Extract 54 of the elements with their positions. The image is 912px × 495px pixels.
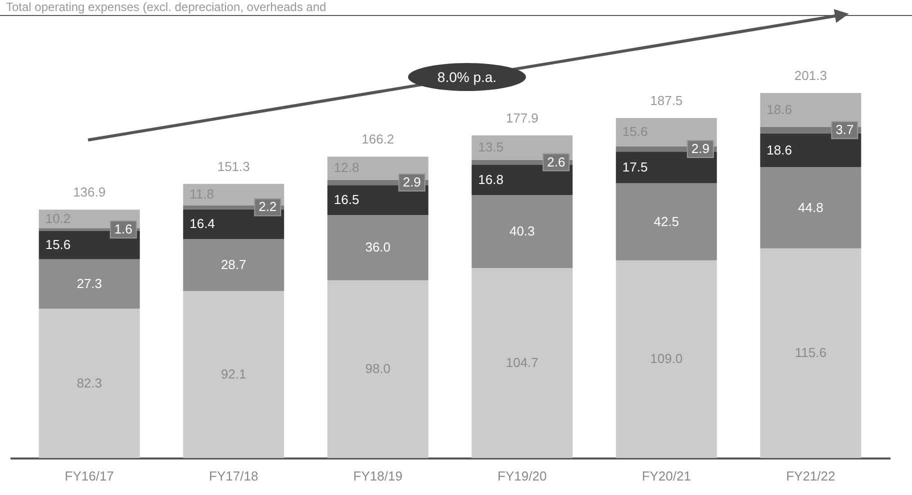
bar [327, 185, 428, 216]
data-label: 1.6 [114, 222, 132, 237]
total-label: 201.3 [794, 68, 827, 83]
bar [616, 183, 717, 260]
x-tick-label: FY20/21 [642, 468, 691, 484]
total-label: 151.3 [217, 158, 250, 174]
bar [616, 260, 717, 458]
data-label: 17.5 [622, 159, 648, 174]
bar [183, 291, 284, 458]
total-label: 187.5 [650, 93, 683, 108]
bar [327, 280, 428, 458]
data-label: 2.6 [547, 154, 566, 170]
data-label: 82.3 [76, 375, 102, 390]
data-label: 15.6 [45, 237, 71, 252]
data-label: 36.0 [365, 240, 391, 255]
x-tick-label: FY18/19 [353, 468, 402, 484]
data-label: 18.6 [766, 142, 792, 158]
data-label: 42.5 [654, 214, 680, 229]
text: 8.0% p.a. [408, 63, 526, 91]
bar [183, 238, 284, 292]
data-label: 109.0 [650, 351, 683, 366]
data-label: 27.3 [76, 276, 102, 292]
bar [760, 248, 862, 458]
bar [38, 259, 140, 309]
data-label: 16.8 [478, 172, 504, 187]
data-label: 2.9 [402, 174, 421, 190]
bar [616, 152, 717, 184]
x-tick-label: FY16/17 [64, 468, 114, 484]
x-tick-label: FY17/18 [209, 468, 258, 484]
data-label: 28.7 [220, 256, 246, 272]
data-label: 115.6 [794, 345, 826, 360]
data-label: 40.3 [509, 224, 535, 239]
bar [472, 195, 573, 268]
x-tick-label: FY19/20 [498, 468, 547, 484]
bar [760, 133, 862, 168]
data-label: 44.8 [798, 200, 824, 215]
data-label: 16.5 [334, 192, 360, 208]
data-label: 16.4 [190, 216, 215, 232]
data-label: 2.2 [258, 199, 277, 214]
data-label: 98.0 [365, 361, 391, 376]
data-label: 104.7 [506, 355, 538, 370]
bar [472, 268, 573, 458]
data-label: 2.9 [691, 140, 710, 156]
data-label: 92.1 [220, 366, 246, 382]
data-label: 3.7 [836, 122, 854, 138]
bar [327, 215, 428, 280]
total-label: 136.9 [73, 184, 106, 200]
bar [183, 209, 284, 239]
total-label: 166.2 [362, 132, 394, 147]
bar [760, 167, 862, 248]
total-label: 177.9 [506, 110, 538, 126]
chart-title: Total operating expenses (excl. depreciation, overheads and [6, 0, 326, 14]
x-tick-label: FY21/22 [786, 468, 836, 484]
bar [38, 308, 140, 458]
